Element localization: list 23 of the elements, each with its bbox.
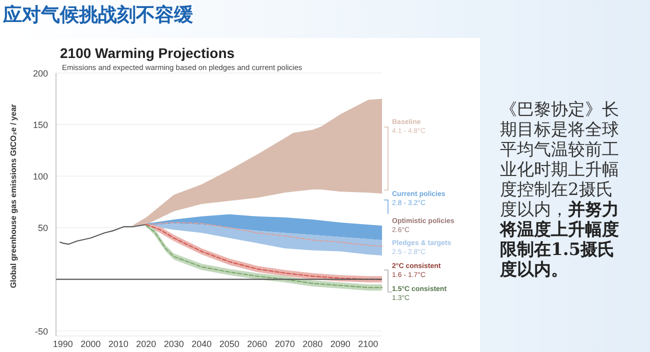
x-tick-label: 2030: [164, 339, 184, 349]
y-tick-label: -50: [34, 326, 48, 336]
x-tick-label: 2010: [108, 339, 128, 349]
x-tick-label: 2020: [136, 339, 156, 349]
chart-title: 2100 Warming Projections: [60, 45, 235, 61]
y-axis-title: Global greenhouse gas emissions GtCO₂e / year: [9, 104, 18, 288]
line-series: [60, 224, 147, 245]
x-tick-label: 1990: [52, 339, 73, 349]
line-series: [146, 222, 383, 247]
text: 应对气候挑战刻不容缓: [3, 5, 193, 26]
x-tick-label: 2000: [80, 339, 101, 349]
x-tick-label: 2040: [192, 339, 212, 349]
x-tick-label: 2080: [302, 339, 323, 349]
y-tick-label: 150: [32, 120, 48, 130]
x-tick-label: 2050: [219, 339, 240, 349]
y-tick-label: 100: [32, 172, 48, 182]
y-tick-label: 200: [32, 68, 48, 78]
x-tick-label: 2090: [330, 339, 350, 349]
x-tick-label: 2060: [247, 339, 268, 349]
y-tick-label: 50: [38, 223, 48, 234]
text: 《巴黎协定》长期目标是将全球平均气温较前工业化时期上升幅度控制在2摄氏度以内，并努力将温度上升幅度限制在1.5摄氏度以内。: [500, 100, 619, 280]
x-tick-label: 2100: [358, 339, 378, 349]
x-tick-label: 2070: [274, 339, 295, 349]
